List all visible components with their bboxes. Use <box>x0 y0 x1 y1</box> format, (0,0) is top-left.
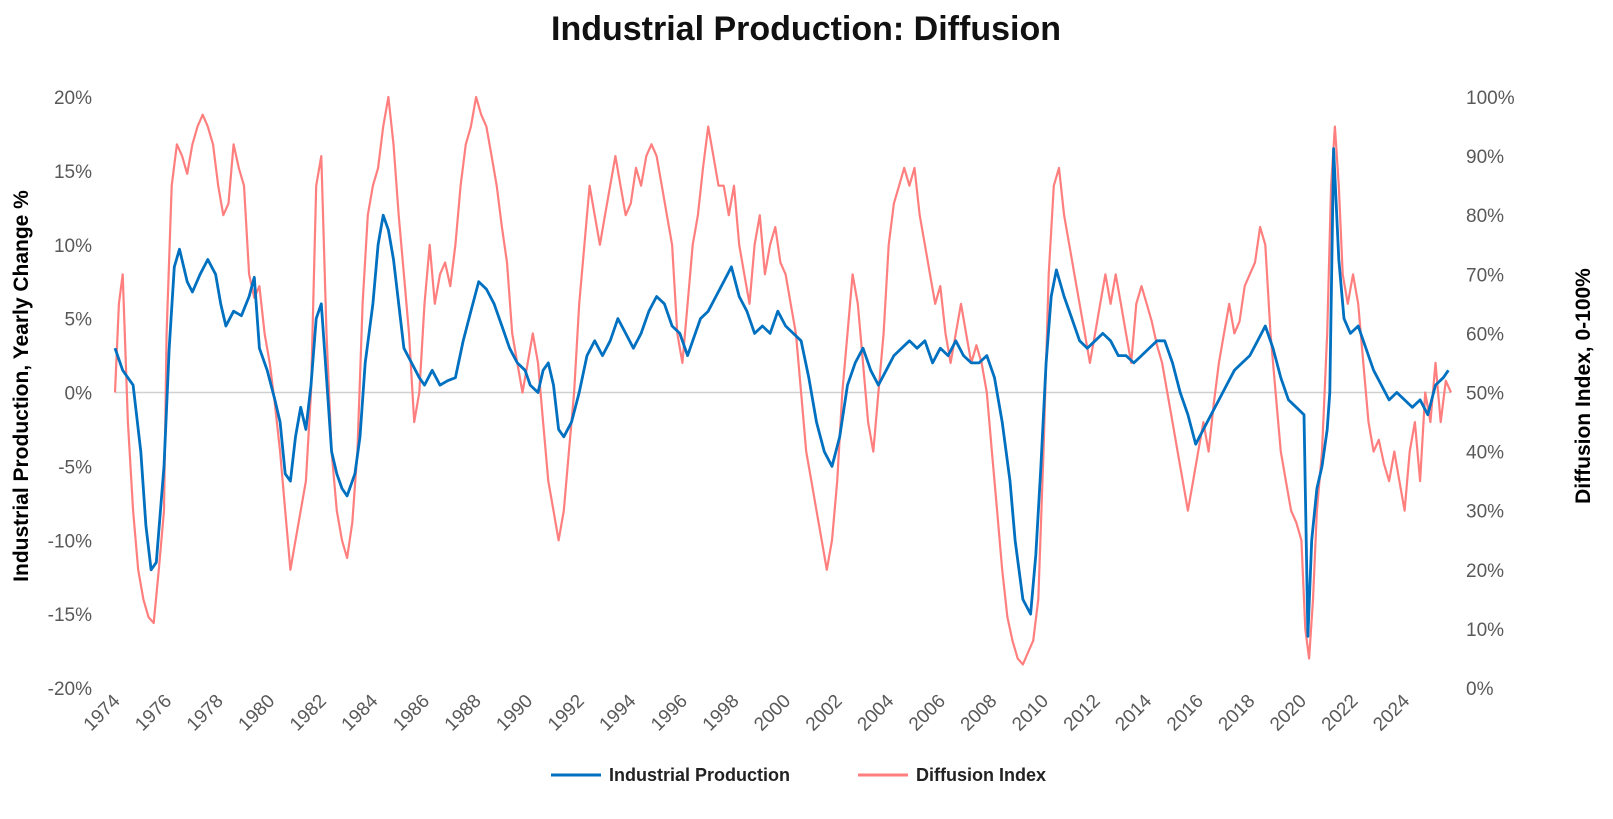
left-tick-label: 0% <box>65 384 93 405</box>
x-tick-label: 1976 <box>131 691 176 736</box>
series-layer <box>113 95 1453 666</box>
x-tick-label: 1984 <box>338 690 383 735</box>
x-tick-label: 2008 <box>957 691 1002 736</box>
x-tick-label: 2016 <box>1163 691 1208 736</box>
x-tick-label: 2018 <box>1215 691 1260 736</box>
right-tick-label: 40% <box>1466 443 1504 464</box>
legend: Industrial Production Diffusion Index <box>551 765 1046 785</box>
x-tick-label: 1978 <box>183 691 228 736</box>
left-tick-label: -10% <box>48 531 92 552</box>
x-tick-label: 1980 <box>235 691 280 736</box>
left-tick-label: 10% <box>54 236 92 257</box>
right-tick-label: 0% <box>1466 679 1494 700</box>
chart-title: Industrial Production: Diffusion <box>551 10 1061 48</box>
x-tick-label: 1988 <box>441 691 486 736</box>
right-axis-label: Diffusion Index, 0-100% <box>1572 268 1595 504</box>
x-tick-label: 2014 <box>1111 690 1156 735</box>
legend-label-industrial-production: Industrial Production <box>609 765 790 785</box>
right-tick-label: 10% <box>1466 620 1504 641</box>
left-tick-label: 20% <box>54 88 92 109</box>
legend-label-diffusion-index: Diffusion Index <box>916 765 1046 785</box>
x-tick-label: 2006 <box>905 691 950 736</box>
right-tick-label: 70% <box>1466 265 1504 286</box>
x-tick-label: 2022 <box>1318 691 1363 736</box>
left-tick-label: -20% <box>48 679 92 700</box>
x-tick-label: 1994 <box>596 690 641 735</box>
right-tick-label: 100% <box>1466 88 1515 109</box>
x-tick-label: 2024 <box>1369 690 1414 735</box>
left-tick-label: 5% <box>65 310 93 331</box>
right-tick-label: 90% <box>1466 147 1504 168</box>
right-tick-label: 80% <box>1466 206 1504 227</box>
right-tick-label: 60% <box>1466 324 1504 345</box>
x-tick-label: 1996 <box>647 691 692 736</box>
right-tick-label: 50% <box>1466 384 1504 405</box>
right-tick-label: 30% <box>1466 502 1504 523</box>
right-axis-ticks: 0% 10% 20% 30% 40% 50% 60% 70% 80% 90% 100% <box>1466 88 1515 700</box>
series-line-industrial-production <box>113 147 1450 638</box>
x-tick-label: 2000 <box>750 691 795 736</box>
x-axis-ticks: 1974 1976 1978 1980 1982 1984 1986 1988 1990 1992… <box>80 690 1415 735</box>
x-tick-label: 1992 <box>544 691 589 736</box>
x-tick-label: 2002 <box>802 691 847 736</box>
left-tick-label: 15% <box>54 162 92 183</box>
x-tick-label: 2020 <box>1266 691 1311 736</box>
x-tick-label: 1998 <box>699 691 744 736</box>
left-tick-label: -15% <box>48 605 92 626</box>
series-line-diffusion-index <box>113 95 1453 666</box>
x-tick-label: 1986 <box>389 691 434 736</box>
x-tick-label: 2010 <box>1008 691 1053 736</box>
x-tick-label: 1990 <box>492 691 537 736</box>
x-tick-label: 2004 <box>854 690 899 735</box>
left-tick-label: -5% <box>58 457 92 478</box>
x-tick-label: 2012 <box>1060 691 1105 736</box>
left-axis-ticks: -20% -15% -10% -5% 0% 5% 10% 15% 20% <box>48 88 92 700</box>
left-axis-label: Industrial Production, Yearly Change % <box>10 190 33 582</box>
right-tick-label: 20% <box>1466 561 1504 582</box>
x-tick-label: 1982 <box>286 691 331 736</box>
